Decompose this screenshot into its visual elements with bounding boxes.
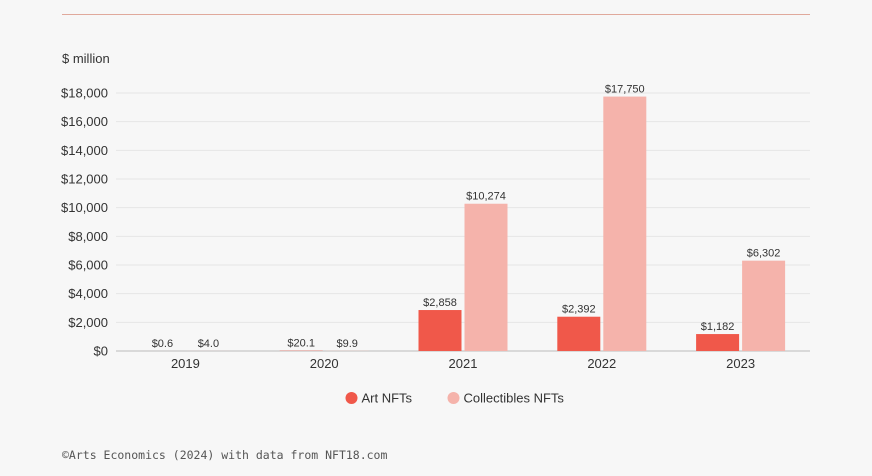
bar-art-nfts <box>418 310 462 351</box>
data-label: $10,274 <box>466 191 506 203</box>
bar-art-nfts <box>696 334 740 351</box>
y-tick-label: $14,000 <box>61 143 108 158</box>
x-tick-label: 2020 <box>310 356 339 371</box>
y-tick-label: $16,000 <box>61 114 108 129</box>
legend-swatch <box>345 392 358 404</box>
data-label: $20.1 <box>287 338 315 350</box>
data-label: $2,858 <box>423 297 457 309</box>
legend-label: Collectibles NFTs <box>464 391 565 406</box>
bar-chart: $ million $0 $2,000 $4,000 $6,000 $8,000 $10,0… <box>61 51 810 406</box>
y-tick-label: $4,000 <box>68 286 108 301</box>
y-tick-label: $10,000 <box>61 200 108 215</box>
x-tick-label: 2021 <box>449 356 478 371</box>
x-tick-label: 2023 <box>726 356 755 371</box>
source-note: ©Arts Economics (2024) with data from NF… <box>62 448 388 462</box>
legend-label: Art NFTs <box>362 391 413 406</box>
data-label: $4.0 <box>198 338 219 350</box>
top-divider <box>62 14 810 15</box>
y-unit-label: $ million <box>62 51 110 66</box>
legend-swatch <box>447 392 460 404</box>
data-label: $9.9 <box>336 338 357 350</box>
y-tick-label: $0 <box>94 344 108 359</box>
bar-collectibles-nfts <box>603 96 647 351</box>
y-tick-label: $18,000 <box>61 86 108 101</box>
bar-art-nfts <box>557 316 601 351</box>
y-tick-label: $2,000 <box>68 315 108 330</box>
y-tick-label: $6,000 <box>68 258 108 273</box>
data-label: $2,392 <box>562 304 596 316</box>
bar-collectibles-nfts <box>464 203 508 351</box>
data-label: $17,750 <box>605 84 645 96</box>
y-tick-label: $12,000 <box>61 172 108 187</box>
data-label: $0.6 <box>152 338 173 350</box>
x-tick-label: 2022 <box>587 356 616 371</box>
bar-collectibles-nfts <box>742 260 786 351</box>
y-tick-label: $8,000 <box>68 229 108 244</box>
data-label: $6,302 <box>747 248 781 260</box>
data-label: $1,182 <box>701 321 735 333</box>
x-tick-label: 2019 <box>171 356 200 371</box>
